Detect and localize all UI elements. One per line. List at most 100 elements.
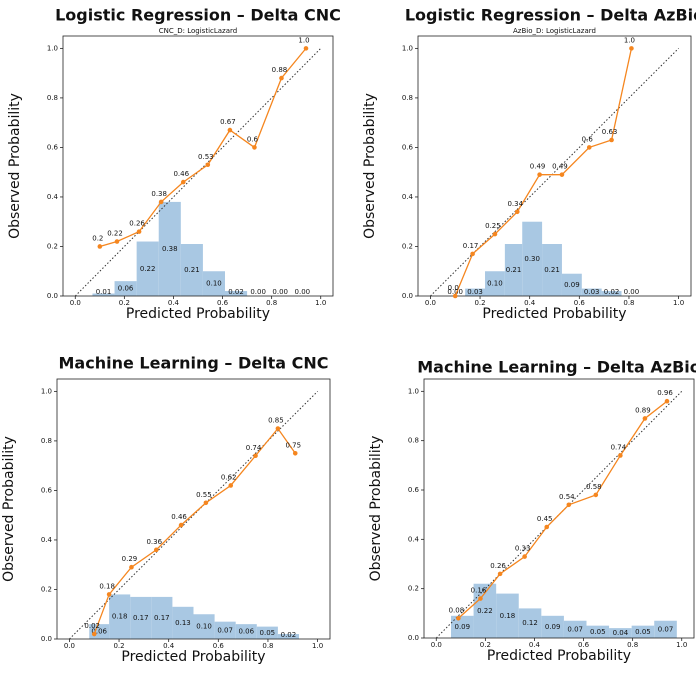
- calibration-point: [609, 137, 614, 143]
- histogram-bar: [485, 271, 505, 296]
- x-tick-label: 0.8: [627, 641, 638, 649]
- histogram-bar: [202, 271, 225, 296]
- point-value-label: 0.75: [285, 441, 301, 449]
- point-value-label: 0.63: [602, 128, 618, 136]
- calibration-point: [664, 398, 670, 404]
- x-tick-label: 0.2: [480, 641, 491, 649]
- calibration-point: [544, 524, 550, 530]
- bar-value-label: 0.09: [454, 623, 470, 631]
- point-value-label: 0.54: [559, 493, 575, 501]
- y-tick-label: 0.4: [408, 535, 420, 543]
- plot-frame: [423, 378, 695, 639]
- calibration-point: [303, 46, 309, 51]
- calibration-point: [492, 231, 498, 237]
- bar-value-label: 0.22: [140, 265, 156, 273]
- histogram-bar: [609, 628, 632, 638]
- calibration-point: [158, 199, 164, 205]
- calibration-point: [97, 244, 103, 249]
- x-tick-label: 0.8: [262, 642, 273, 650]
- calibration-line: [93, 427, 296, 635]
- histogram-bar: [256, 626, 278, 639]
- bar-value-label: 0.00: [624, 288, 640, 296]
- bar-value-label: 0.10: [487, 280, 503, 288]
- x-tick-label: 0.0: [425, 299, 436, 307]
- x-tick-label: 0.0: [64, 642, 75, 650]
- calibration-line: [457, 400, 668, 619]
- calibration-point: [537, 172, 542, 177]
- chart-title: Machine Learning – Delta AzBio: [417, 358, 696, 377]
- x-tick-label: 0.4: [168, 299, 180, 307]
- y-tick-label: 0.8: [47, 94, 58, 102]
- point-value-label: 0.25: [485, 222, 501, 230]
- bar-value-label: 0.07: [658, 625, 674, 633]
- x-tick-label: 0.2: [474, 299, 485, 307]
- histogram-bar: [601, 291, 622, 296]
- y-tick-label: 0.0: [402, 292, 413, 300]
- point-value-label: 0.6: [582, 135, 594, 143]
- point-value-label: 0.26: [129, 220, 145, 228]
- bar-value-label: 0.21: [506, 266, 522, 274]
- bar-value-label: 0.02: [228, 288, 244, 296]
- point-value-label: 0.0: [448, 284, 459, 292]
- calibration-point: [522, 554, 527, 559]
- x-tick-label: 0.4: [529, 641, 541, 649]
- histogram-bar: [214, 621, 236, 639]
- y-axis-label: Observed Probability: [7, 93, 23, 239]
- reference-line: [69, 391, 318, 640]
- bar-value-label: 0.03: [584, 288, 600, 296]
- calibration-point: [275, 426, 281, 431]
- bar-value-label: 0.06: [118, 285, 134, 293]
- point-value-label: 0.89: [635, 406, 651, 414]
- x-axis-label: Predicted Probability: [121, 649, 265, 665]
- bar-value-label: 0.17: [133, 614, 149, 622]
- calibration-point: [478, 596, 483, 601]
- calibration-point: [618, 453, 623, 458]
- y-tick-label: 0.0: [47, 292, 58, 300]
- y-tick-label: 1.0: [41, 387, 52, 395]
- histogram-bar: [504, 244, 523, 296]
- histogram-bar: [92, 293, 115, 296]
- y-tick-label: 0.4: [47, 193, 59, 201]
- histogram-bar: [109, 594, 131, 639]
- bar-value-label: 0.12: [522, 619, 538, 627]
- point-value-label: 0.17: [463, 242, 479, 250]
- calibration-point: [470, 251, 475, 257]
- plot-frame: [62, 35, 334, 297]
- x-axis-label: Predicted Probability: [487, 648, 631, 664]
- calibration-point: [129, 564, 134, 570]
- bar-value-label: 0.17: [154, 614, 170, 622]
- x-tick-label: 0.4: [163, 642, 175, 650]
- bar-value-label: 0.38: [162, 245, 178, 253]
- x-axis-label: Predicted Probability: [126, 306, 270, 322]
- histogram-bar: [193, 614, 215, 639]
- point-value-label: 0.49: [530, 163, 546, 171]
- calibration-point: [114, 239, 120, 244]
- histogram-bar: [235, 624, 257, 639]
- point-value-label: 0.29: [122, 555, 138, 563]
- calibration-point: [153, 547, 159, 553]
- y-tick-label: 1.0: [47, 44, 58, 52]
- bar-value-label: 0.05: [260, 629, 276, 637]
- point-value-label: 0.74: [611, 443, 627, 451]
- calibration-point: [178, 522, 184, 528]
- histogram-bar: [114, 281, 137, 296]
- histogram-bar: [451, 615, 474, 638]
- bar-value-label: 0.00: [250, 288, 266, 296]
- calibration-point: [292, 450, 298, 456]
- point-value-label: 0.85: [268, 417, 284, 425]
- plot-frame: [417, 35, 692, 297]
- x-tick-label: 0.4: [524, 299, 536, 307]
- bar-value-label: 0.05: [590, 628, 606, 636]
- bar-value-label: 0.00: [447, 288, 463, 296]
- y-tick-label: 0.6: [402, 143, 414, 151]
- point-value-label: 0.45: [537, 515, 553, 523]
- histogram-bar: [586, 625, 610, 638]
- calibration-point: [106, 592, 112, 597]
- y-tick-label: 0.8: [402, 94, 413, 102]
- point-value-label: 0.18: [99, 582, 115, 590]
- histogram-bar: [522, 221, 543, 296]
- bar-value-label: 0.30: [524, 255, 540, 263]
- bar-value-label: 0.21: [544, 266, 560, 274]
- calibration-point: [559, 172, 565, 177]
- bar-value-label: 0.21: [184, 266, 200, 274]
